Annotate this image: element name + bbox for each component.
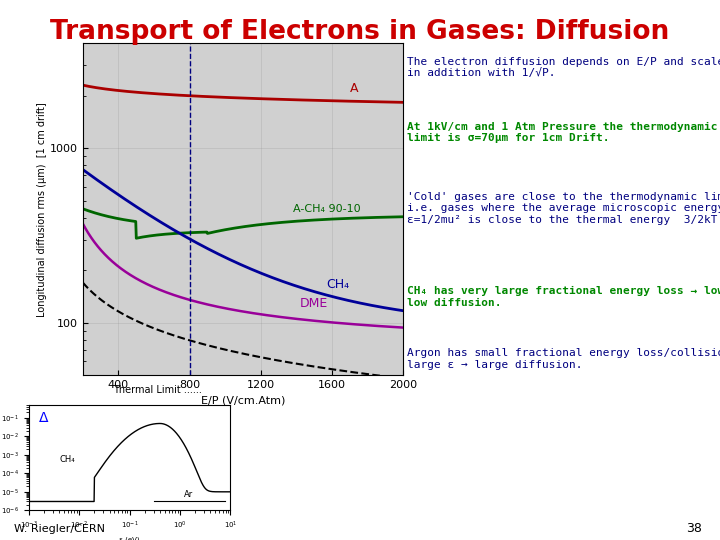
Text: 38: 38: [686, 522, 702, 535]
Text: Ar: Ar: [184, 490, 193, 500]
Text: CH₄ has very large fractional energy loss → low ε →
low diffusion.: CH₄ has very large fractional energy los…: [407, 286, 720, 308]
Text: At 1kV/cm and 1 Atm Pressure the thermodynamic
limit is σ=70μm for 1cm Drift.: At 1kV/cm and 1 Atm Pressure the thermod…: [407, 122, 717, 143]
Text: DME: DME: [300, 298, 328, 310]
Text: A: A: [350, 83, 359, 96]
X-axis label: ε (eV): ε (eV): [120, 537, 140, 540]
Y-axis label: Longitudinal diffusion rms (μm)  [1 cm drift]: Longitudinal diffusion rms (μm) [1 cm dr…: [37, 102, 48, 316]
Text: CH₄: CH₄: [327, 278, 350, 291]
Text: Thermal Limit ......: Thermal Limit ......: [113, 384, 202, 395]
Text: Transport of Electrons in Gases: Diffusion: Transport of Electrons in Gases: Diffusi…: [50, 19, 670, 45]
Text: A-CH₄ 90-10: A-CH₄ 90-10: [293, 204, 361, 214]
X-axis label: E/P (V/cm.Atm): E/P (V/cm.Atm): [201, 396, 285, 406]
Text: $\Delta$: $\Delta$: [37, 411, 49, 425]
Text: 'Cold' gases are close to the thermodynamic limit
i.e. gases where the average m: 'Cold' gases are close to the thermodyna…: [407, 192, 720, 225]
Text: The electron diffusion depends on E/P and scales
in addition with 1/√P.: The electron diffusion depends on E/P an…: [407, 57, 720, 78]
Text: CH₄: CH₄: [59, 455, 75, 464]
Text: Argon has small fractional energy loss/collision →
large ε → large diffusion.: Argon has small fractional energy loss/c…: [407, 348, 720, 370]
Text: W. Riegler/CERN: W. Riegler/CERN: [14, 524, 105, 534]
